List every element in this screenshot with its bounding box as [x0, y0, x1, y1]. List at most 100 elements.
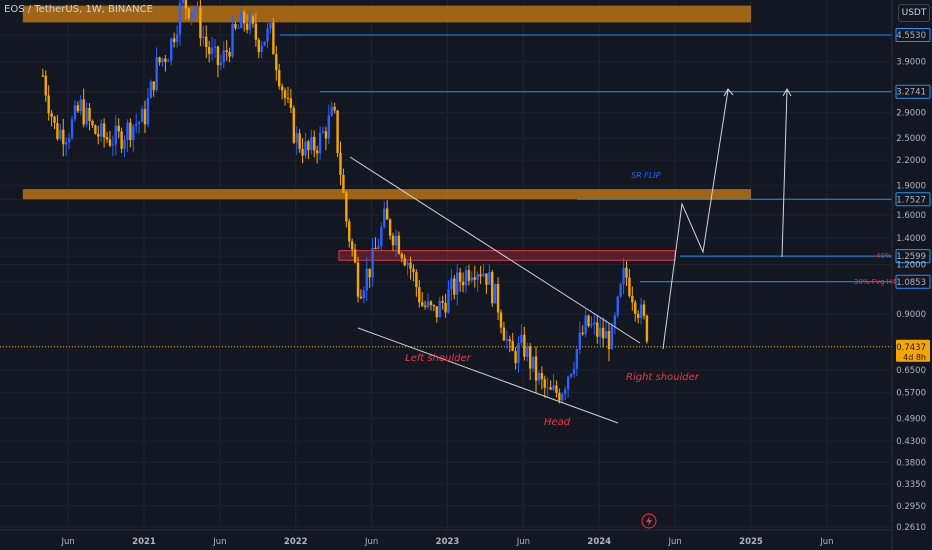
candle-body — [254, 23, 258, 40]
candle-body — [278, 70, 281, 87]
zones — [22, 5, 752, 261]
candle-body — [572, 368, 576, 374]
candle-body — [432, 304, 436, 307]
price-levels — [0, 34, 892, 348]
candle-body — [301, 148, 304, 156]
projection-path — [662, 89, 729, 350]
candle-body — [493, 283, 497, 304]
current-price-label: 0.7437 — [896, 343, 926, 353]
upper-supply-zone — [22, 5, 752, 23]
candle-body — [528, 346, 532, 369]
candle-body — [292, 107, 296, 143]
candle-body — [105, 137, 109, 140]
candle-body — [584, 315, 587, 335]
level-price-box — [895, 249, 931, 264]
candle-body — [479, 274, 482, 277]
price-tick-label: 1.9000 — [896, 181, 926, 191]
candle-body — [245, 23, 249, 30]
candle-body — [269, 22, 272, 29]
candle-body — [140, 109, 144, 122]
candle-body — [126, 122, 129, 141]
left-shoulder-label: Left shoulder — [405, 353, 472, 364]
candle-body — [161, 58, 164, 63]
price-tick-label: 0.2610 — [896, 523, 926, 533]
candle-body — [409, 262, 412, 269]
level-price-box — [895, 84, 931, 99]
candle-body — [175, 34, 179, 43]
candle-body — [397, 235, 401, 254]
price-tick-label: 4.5530 — [896, 31, 926, 41]
candle-body — [342, 174, 345, 193]
candle-body — [502, 327, 506, 341]
level-price-box — [895, 28, 931, 42]
candle-body — [485, 273, 488, 285]
neckline-zone — [338, 250, 676, 261]
candle-body — [94, 125, 97, 134]
candle-body — [193, 10, 196, 13]
candle-body — [546, 387, 549, 389]
time-tick-label: Jun — [819, 537, 833, 547]
candle-body — [210, 47, 214, 54]
symbol-title[interactable]: EOS / TetherUS, 1W, BINANCE — [4, 4, 153, 15]
candle-body — [569, 373, 573, 377]
candle-body — [388, 219, 392, 236]
candle-body — [616, 296, 619, 316]
candle-body — [73, 105, 77, 120]
candle-body — [491, 272, 494, 304]
candle-body — [348, 221, 351, 242]
candle-body — [590, 324, 593, 326]
candle-body — [607, 331, 611, 350]
tradingview-lightning-icon[interactable] — [641, 513, 657, 529]
candle-body — [499, 312, 503, 328]
candle-body — [453, 278, 456, 295]
drawings — [349, 87, 792, 424]
price-tick-label: 0.5700 — [896, 389, 926, 399]
candle-body — [248, 16, 252, 30]
sr-flip-label: SR FLIP — [631, 171, 661, 180]
candle-body — [114, 125, 117, 145]
candle-body — [102, 123, 106, 138]
candle-body — [242, 12, 246, 24]
candle-body — [438, 300, 441, 318]
candle-body — [391, 235, 395, 246]
time-axis[interactable]: Jun 2021 Jun 2022 Jun 2023 Jun 2024 Jun 2025 Jun — [60, 537, 833, 547]
candle-body — [178, 3, 182, 35]
candle-body — [394, 235, 398, 246]
candle-body — [257, 39, 260, 53]
candle-body — [601, 327, 605, 339]
candle-body — [62, 129, 65, 145]
candle-body — [488, 272, 491, 285]
candle-body — [330, 106, 333, 116]
candle-body — [496, 283, 500, 313]
currency-button[interactable]: USDT — [898, 4, 930, 22]
candle-body — [307, 141, 310, 151]
candle-body — [295, 133, 298, 143]
candle-body — [566, 376, 570, 390]
candle-body — [523, 334, 526, 357]
candle-body — [108, 139, 112, 146]
candle-body — [53, 116, 56, 123]
candle-body — [199, 7, 202, 39]
candle-body — [362, 290, 366, 299]
time-tick-label: Jun — [667, 537, 681, 547]
price-axis[interactable]: 4.5530 3.9000 3.2741 2.9000 2.5000 2.2000 1.90… — [895, 28, 931, 534]
candle-body — [350, 241, 354, 250]
candle-body — [622, 267, 625, 285]
candle-body — [435, 306, 438, 318]
candle-body — [336, 110, 339, 154]
candle-body — [628, 277, 631, 296]
candle-body — [184, 0, 188, 9]
candle-body — [135, 123, 138, 126]
candle-body — [324, 131, 328, 139]
candle-body — [172, 38, 176, 43]
candle-body — [181, 0, 185, 4]
price-tick-label: 0.6500 — [896, 366, 926, 376]
price-tick-label: 1.0853 — [896, 278, 926, 288]
candle-body — [374, 247, 377, 250]
candle-body — [152, 81, 155, 91]
candle-body — [132, 125, 135, 141]
price-tick-label: 0.4900 — [896, 415, 926, 425]
upper-trendline — [349, 156, 641, 344]
candle-body — [634, 302, 637, 314]
